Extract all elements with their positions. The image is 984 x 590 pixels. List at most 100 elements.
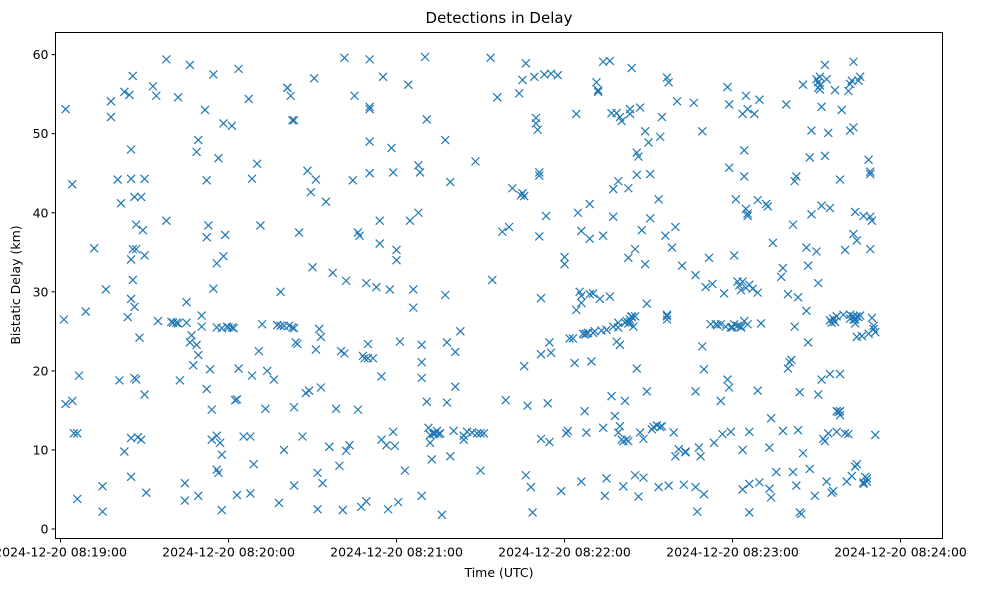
data-point [172,318,181,328]
data-point [395,337,405,347]
data-point [316,332,326,342]
data-point [287,322,297,332]
data-point [72,494,82,504]
data-point [387,143,396,153]
data-point [106,112,116,122]
data-point [815,85,825,94]
data-point [123,312,133,322]
data-point [254,346,264,356]
data-point [657,421,667,431]
data-point [227,121,237,131]
data-point [321,197,331,207]
data-point [180,478,190,488]
data-point [67,179,77,189]
data-point [214,468,223,478]
data-point [435,428,445,438]
data-point [182,297,191,307]
data-point [865,169,875,179]
data-point [739,171,749,181]
data-point [193,135,203,145]
data-point [445,177,455,187]
data-point [802,243,811,252]
data-point [328,268,338,278]
data-point [81,307,91,317]
data-point [479,428,489,438]
data-point [627,63,637,73]
data-point [852,236,862,245]
data-point [738,445,748,455]
data-point [617,116,627,126]
data-point [98,481,107,491]
data-point [67,396,77,406]
data-point [744,427,754,437]
data-point [534,171,544,181]
data-point [185,60,195,70]
data-point [585,234,595,244]
data-point [838,310,848,320]
data-point [571,109,581,119]
data-point [136,435,146,445]
data-point [699,489,709,499]
data-point [568,334,578,343]
data-point [613,322,623,332]
data-point [313,504,322,514]
data-point [847,471,857,481]
data-point [697,126,707,136]
data-point [519,361,529,371]
data-point [598,423,608,433]
data-point [455,326,465,336]
data-point [151,91,161,101]
data-point [867,216,877,226]
data-point [541,211,551,221]
data-point [187,330,196,340]
data-point [119,447,129,456]
data-point [422,115,432,124]
data-point [756,319,766,328]
data-point [763,202,773,211]
data-point [817,201,826,211]
x-axis-ticks: 2024-12-20 08:19:00 2024-12-20 08:20:00 20… [0,538,967,560]
data-point [677,261,687,271]
data-point [400,466,410,475]
data-point [208,284,218,294]
data-point [72,428,82,438]
data-point [852,311,862,321]
data-point [415,168,425,177]
data-point [654,194,664,204]
data-point [471,156,480,166]
data-point [849,122,858,132]
data-point [623,183,633,193]
data-point [544,437,554,447]
data-point [376,371,386,381]
data-point [245,489,255,498]
data-point [440,135,450,145]
data-point [528,507,538,517]
data-point [560,252,569,262]
data-point [736,285,746,295]
data-point [837,105,847,115]
data-point [655,132,665,142]
data-point [835,369,845,379]
data-point [450,347,460,357]
data-point [304,386,314,396]
data-point [608,184,618,194]
data-point [781,100,791,109]
data-point [640,259,650,269]
data-point [743,319,753,329]
data-point [113,175,123,184]
data-point [331,404,341,414]
data-point [835,175,845,184]
data-point [365,137,375,147]
data-point [208,69,218,79]
data-point [205,364,215,374]
y-tick-label: 10 [33,442,49,457]
data-point [608,212,618,222]
data-point [486,53,496,63]
data-point [632,170,642,180]
data-point [753,288,763,298]
data-point [765,443,774,453]
data-point [778,426,788,436]
data-point [207,435,217,445]
data-point [615,340,625,350]
data-point [98,507,107,517]
